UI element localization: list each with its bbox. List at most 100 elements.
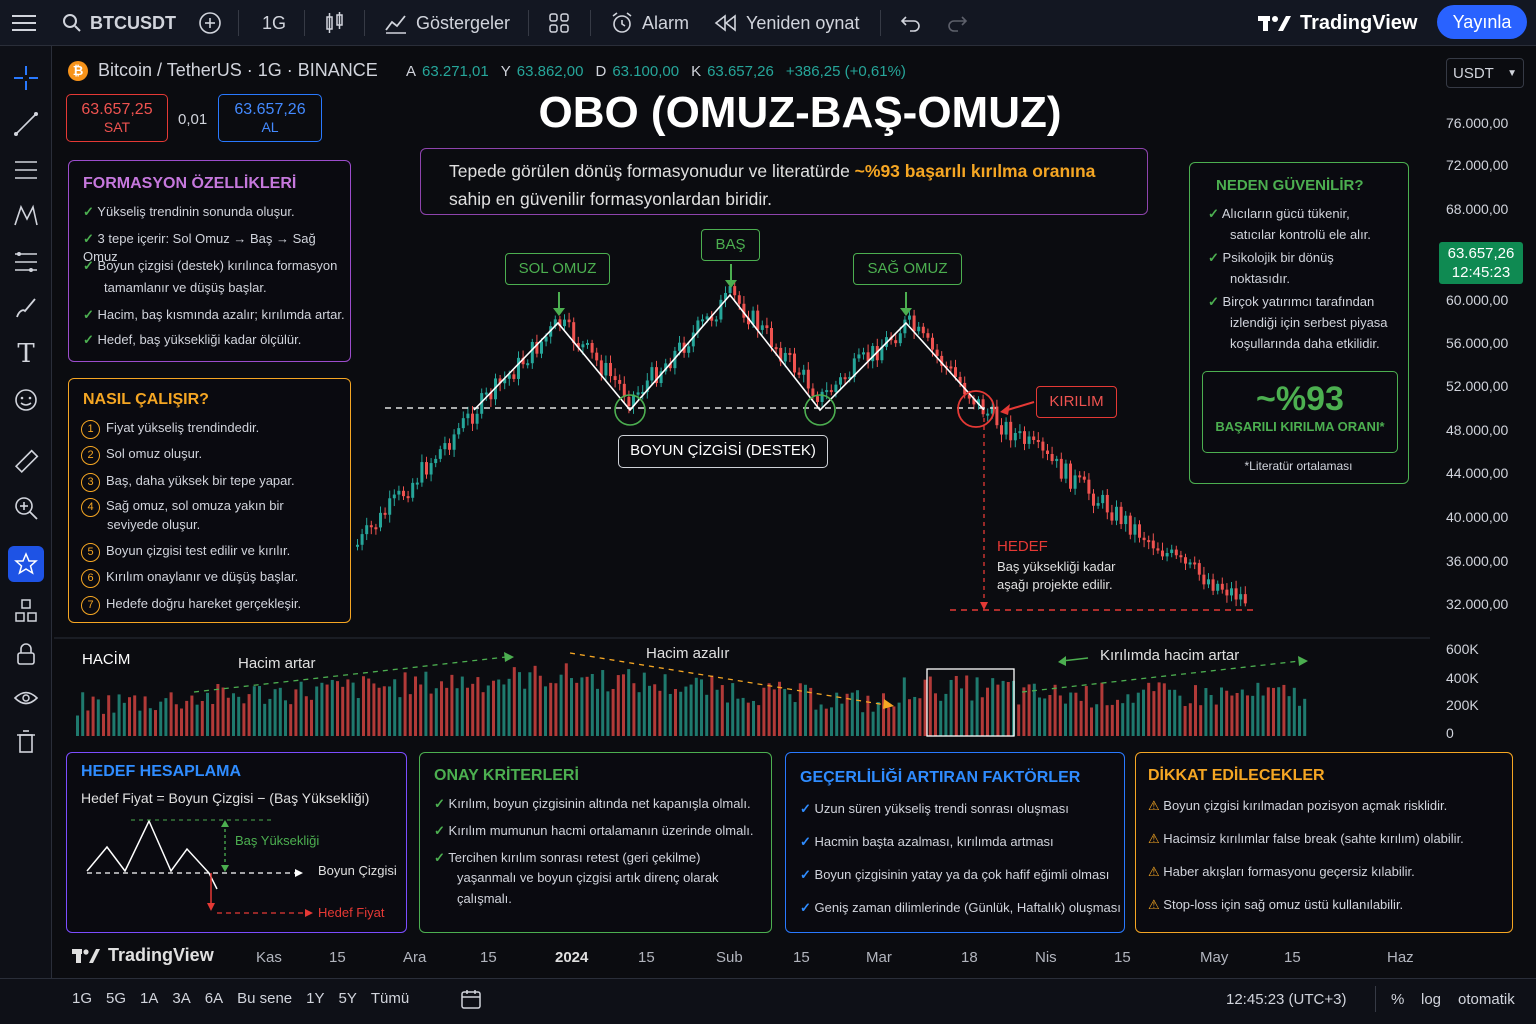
change-value: +386,25 (+0,61%) — [785, 63, 906, 80]
ruler-icon[interactable] — [8, 444, 44, 480]
how-step: 1 Fiyat yükseliş trendindedir. — [81, 419, 259, 439]
volume-bar — [1204, 688, 1208, 736]
target-desc-line2: aşağı projekte edilir. — [997, 577, 1113, 592]
interval-label: 1G — [262, 12, 287, 33]
candle — [1050, 453, 1054, 462]
date-range-icon[interactable] — [460, 988, 482, 1015]
head-height-label: Baş Yüksekliği — [235, 833, 320, 848]
symbol-search[interactable]: BTCUSDT — [62, 0, 176, 46]
candle — [489, 392, 493, 400]
candle — [1059, 458, 1063, 479]
candle — [604, 362, 608, 376]
text-icon[interactable]: T — [17, 339, 35, 369]
caution-item: ⚠ Boyun çizgisi kırılmadan pozisyon açma… — [1148, 797, 1447, 815]
pattern-icon[interactable] — [8, 198, 44, 234]
volume-bar — [1147, 682, 1151, 736]
sell-button[interactable]: 63.657,25 SAT — [66, 94, 168, 142]
how-step: 2 Sol omuz oluşur. — [81, 445, 202, 465]
price-tick: 76.000,00 — [1446, 115, 1509, 131]
range-button[interactable]: Tümü — [370, 990, 410, 1007]
price-tick: 60.000,00 — [1446, 292, 1509, 308]
zoom-in-icon[interactable] — [8, 490, 44, 526]
volume-falling-line — [569, 652, 887, 706]
range-button[interactable]: 5Y — [338, 990, 357, 1007]
candle — [862, 352, 865, 355]
volume-bar — [315, 686, 319, 736]
menu-icon[interactable] — [12, 0, 38, 46]
clock[interactable]: 12:45:23 (UTC+3) — [1226, 991, 1347, 1008]
candle — [871, 346, 875, 362]
candle — [507, 374, 511, 379]
volume-bar — [601, 670, 605, 736]
favorites-star-icon[interactable] — [8, 546, 44, 582]
alarm-button[interactable]: Alarm — [610, 0, 689, 46]
breakout-circle — [957, 390, 995, 428]
volume-bar — [913, 696, 917, 736]
volume-bar — [481, 692, 485, 736]
currency-select[interactable]: USDT ▼ — [1446, 58, 1524, 88]
volume-bar — [549, 682, 553, 736]
auto-toggle[interactable]: otomatik — [1458, 991, 1515, 1008]
candle — [512, 374, 516, 379]
trash-icon[interactable] — [8, 724, 44, 760]
candle — [958, 376, 962, 383]
object-tree-icon[interactable] — [8, 592, 44, 628]
range-button[interactable]: 1Y — [306, 990, 325, 1007]
range-button[interactable]: 3A — [172, 990, 191, 1007]
redo-button[interactable] — [946, 0, 968, 46]
chart-type-button[interactable] — [324, 0, 346, 46]
candle — [461, 418, 465, 429]
buy-button[interactable]: 63.657,26 AL — [218, 94, 322, 142]
publish-button[interactable]: Yayınla — [1437, 5, 1527, 39]
candle — [1009, 421, 1013, 441]
range-button[interactable]: 5G — [106, 990, 127, 1007]
prediction-icon[interactable] — [8, 244, 44, 280]
volume-bar — [341, 686, 345, 736]
volume-bar — [148, 708, 152, 736]
caution-text: Boyun çizgisi kırılmadan pozisyon açmak … — [1163, 798, 1448, 813]
candle — [705, 316, 709, 320]
candle — [466, 413, 470, 419]
brush-icon[interactable] — [8, 290, 44, 326]
compare-button[interactable] — [198, 0, 222, 46]
indicators-button[interactable]: Göstergeler — [384, 0, 510, 46]
volume-bar — [1261, 695, 1265, 736]
crosshair-icon[interactable] — [8, 60, 44, 96]
emoji-icon[interactable] — [8, 382, 44, 418]
brand[interactable]: TradingView — [1258, 0, 1417, 46]
volume-bar — [564, 663, 568, 736]
time-tick: 15 — [480, 949, 497, 966]
trend-line-icon[interactable] — [8, 106, 44, 142]
layouts-button[interactable] — [548, 0, 570, 46]
candles-icon — [326, 12, 343, 33]
how-title: NASIL ÇALIŞIR? — [83, 391, 209, 408]
volume-bar — [986, 687, 989, 736]
range-button[interactable]: Bu sene — [237, 990, 293, 1007]
candle — [751, 310, 755, 325]
indicators-label: Göstergeler — [416, 12, 511, 33]
candle — [829, 390, 833, 393]
why-item: ✓ Birçok yatırımcı tarafından — [1208, 293, 1374, 311]
caution-item: ⚠ Haber akışları formasyonu geçersiz kıl… — [1148, 863, 1415, 881]
range-button[interactable]: 1G — [72, 990, 93, 1007]
volume-bar — [1079, 700, 1083, 736]
fib-retracement-icon[interactable] — [8, 152, 44, 188]
undo-button[interactable] — [900, 0, 922, 46]
percent-toggle[interactable]: % — [1391, 991, 1405, 1008]
hide-drawings-icon[interactable] — [8, 680, 44, 716]
volume-falling-arrow-icon — [883, 699, 894, 709]
candle — [926, 333, 930, 338]
volume-bar — [294, 689, 298, 736]
volume-bar — [393, 679, 397, 736]
interval-button[interactable]: 1G — [262, 0, 286, 46]
lock-drawings-icon[interactable] — [8, 636, 44, 672]
volume-bar — [310, 699, 313, 736]
log-toggle[interactable]: log — [1421, 991, 1442, 1008]
range-button[interactable]: 6A — [204, 990, 224, 1007]
volume-bar — [1017, 704, 1021, 736]
replay-button[interactable]: Yeniden oynat — [714, 0, 859, 46]
volume-bar — [356, 698, 360, 736]
range-button[interactable]: 1A — [140, 990, 159, 1007]
volume-bar — [1053, 684, 1057, 736]
